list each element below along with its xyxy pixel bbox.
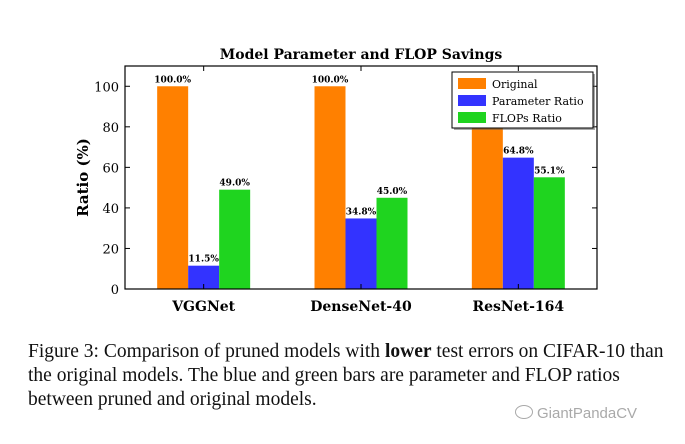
y-tick-label: 40 <box>102 202 119 217</box>
bar-densenet-40-original <box>314 86 346 289</box>
watermark-text: GiantPandaCV <box>537 405 638 422</box>
bar-data-label: 55.1% <box>534 166 565 176</box>
bar-data-label: 45.0% <box>377 187 408 197</box>
caption-bold-word: lower <box>384 341 432 362</box>
bar-vggnet-original <box>157 86 189 289</box>
legend-swatch-flops-ratio <box>458 112 486 123</box>
legend-label: Original <box>492 78 538 91</box>
y-tick-label: 100 <box>94 80 119 95</box>
bar-resnet-164-parameter-ratio <box>502 157 534 289</box>
chart-title: Model Parameter and FLOP Savings <box>220 47 503 63</box>
figure-caption: Figure 3: Comparison of pruned models wi… <box>28 340 668 412</box>
bar-data-label: 64.8% <box>503 147 534 157</box>
y-tick-label: 0 <box>111 283 119 298</box>
legend-label: Parameter Ratio <box>492 95 584 108</box>
y-tick-label: 80 <box>102 121 119 136</box>
wechat-icon <box>515 405 533 419</box>
y-axis-label: Ratio (%) <box>74 138 92 217</box>
bar-densenet-40-parameter-ratio <box>345 218 377 289</box>
caption-text-end: test errors on CIFAR-10 than the origina… <box>28 341 669 410</box>
x-tick-label: ResNet-164 <box>473 299 565 315</box>
legend-swatch-original <box>458 78 486 89</box>
legend-swatch-parameter-ratio <box>458 95 486 106</box>
x-tick-label: VGGNet <box>171 299 235 315</box>
bar-resnet-164-flops-ratio <box>533 177 565 289</box>
bar-vggnet-flops-ratio <box>219 189 251 289</box>
bar-densenet-40-flops-ratio <box>376 197 408 289</box>
watermark: GiantPandaCV <box>515 405 637 422</box>
bar-data-label: 11.5% <box>188 255 219 265</box>
y-tick-label: 60 <box>102 161 119 176</box>
bar-chart: Model Parameter and FLOP Savings 100.0% 11… <box>74 47 598 315</box>
caption-text-start: Figure 3: Comparison of pruned models wi… <box>28 341 385 362</box>
y-tick-label: 20 <box>102 242 119 257</box>
x-tick-label: DenseNet-40 <box>310 299 412 315</box>
bar-data-label: 34.8% <box>346 207 377 217</box>
bar-data-label: 100.0% <box>312 75 349 85</box>
bar-vggnet-parameter-ratio <box>188 265 220 289</box>
bar-data-label: 49.0% <box>219 179 250 189</box>
legend-label: FLOPs Ratio <box>492 112 562 125</box>
bar-data-label: 100.0% <box>154 75 191 85</box>
